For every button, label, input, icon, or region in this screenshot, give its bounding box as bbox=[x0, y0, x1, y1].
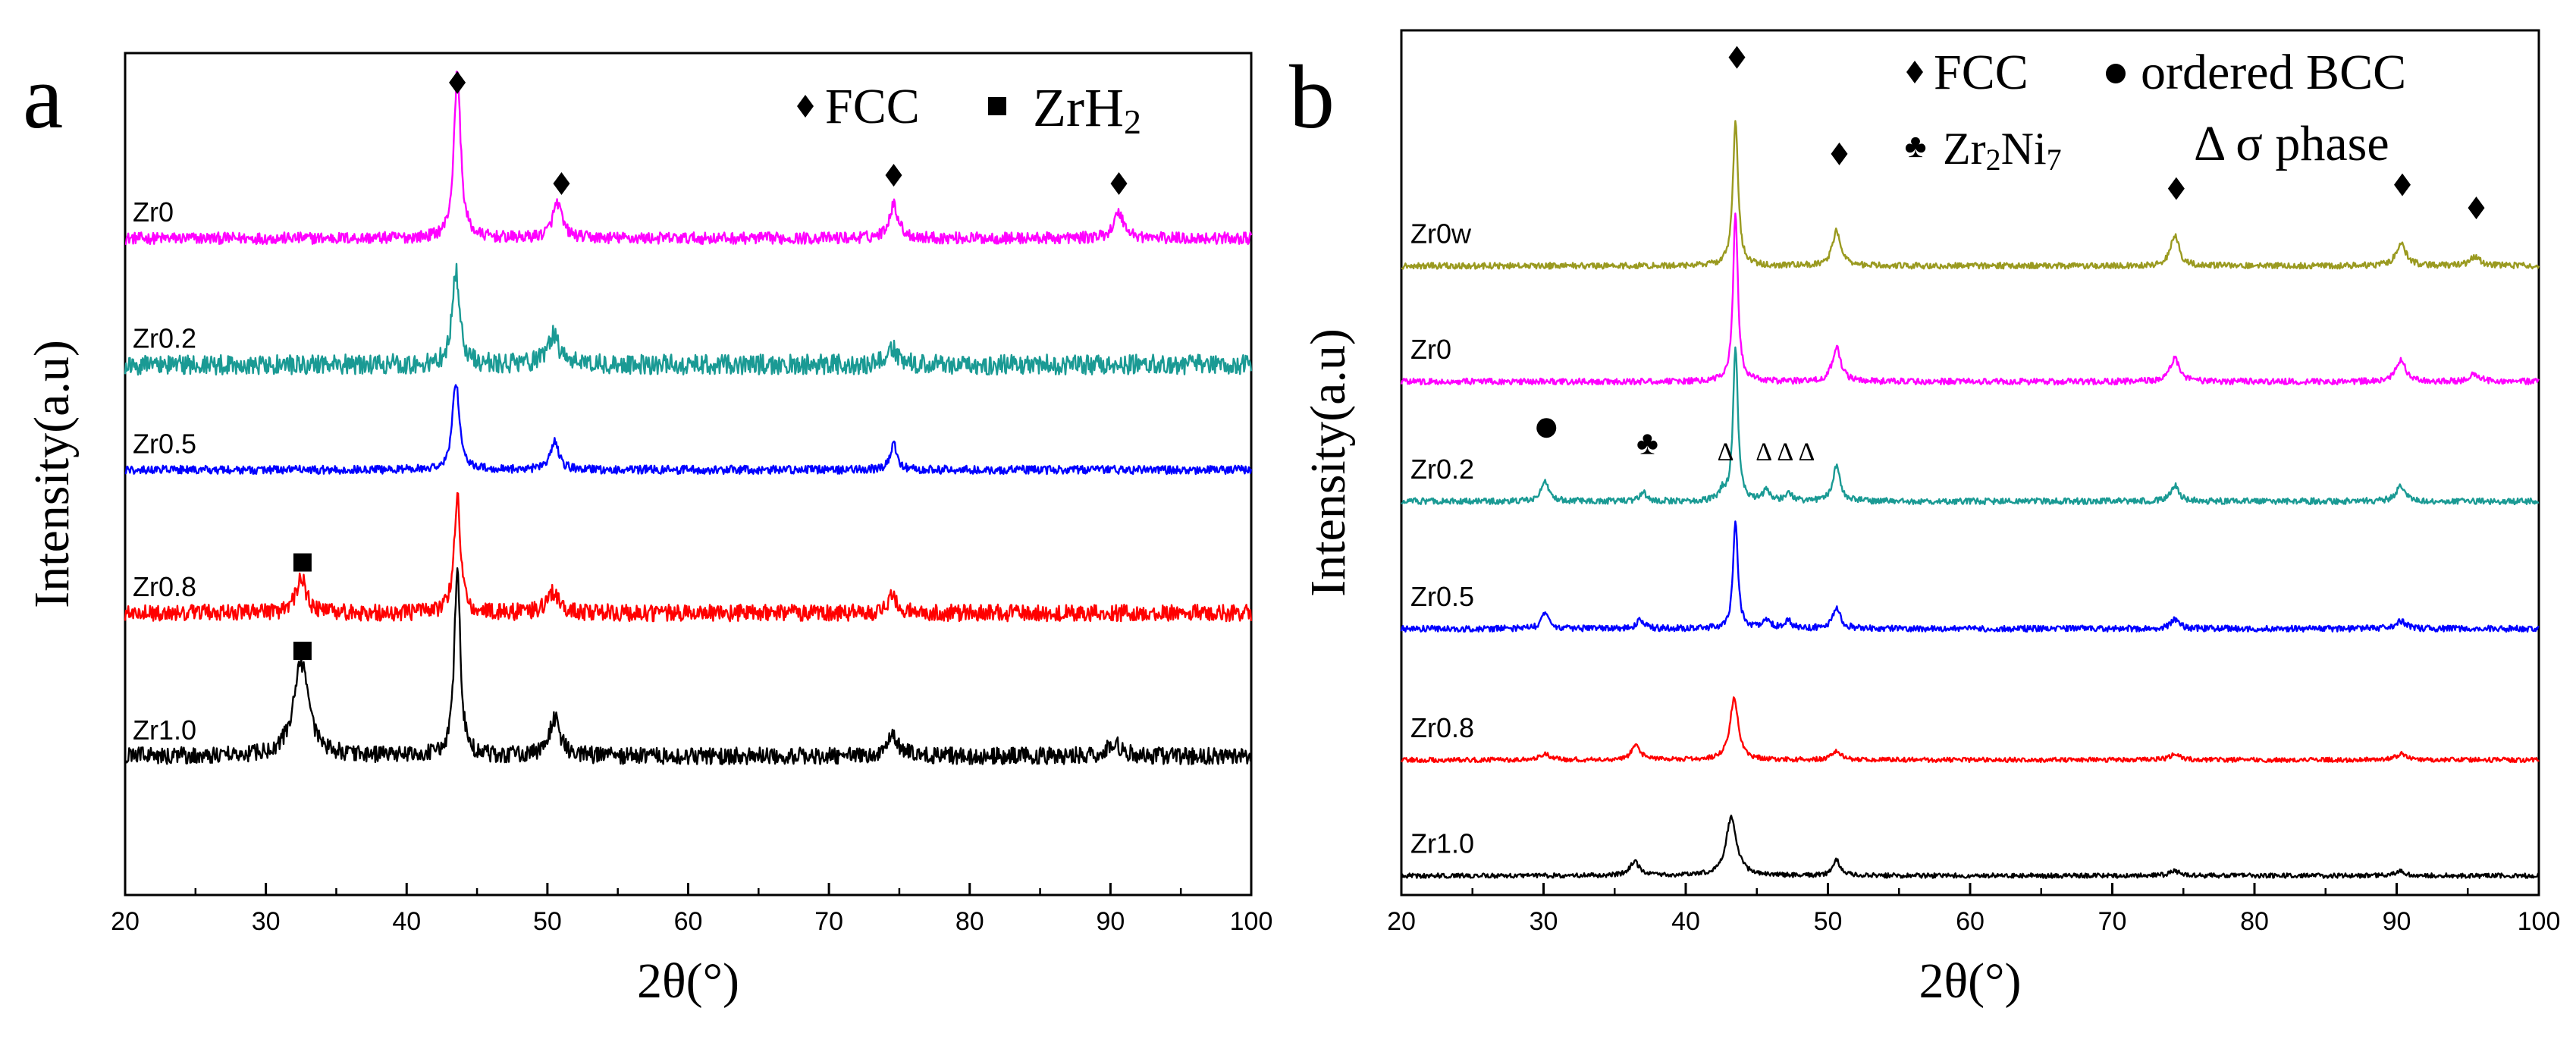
diamond-marker bbox=[885, 163, 902, 187]
x-tick-label: 100 bbox=[1230, 907, 1273, 936]
x-tick-label: 40 bbox=[392, 907, 421, 936]
series-label-Zr0: Zr0 bbox=[133, 196, 174, 228]
series-label-Zr0w: Zr0w bbox=[1410, 218, 1472, 249]
circle-marker bbox=[2106, 64, 2126, 83]
diamond-marker bbox=[1728, 46, 1746, 69]
square-marker bbox=[293, 642, 312, 661]
square-marker bbox=[988, 97, 1006, 115]
series-line-Zr1.0 bbox=[124, 567, 1253, 765]
diamond-marker bbox=[553, 172, 570, 196]
legend-label-ordered-bcc: ordered BCC bbox=[2141, 45, 2406, 100]
diamond-marker bbox=[1906, 61, 1923, 83]
club-marker: ♣ bbox=[1905, 127, 1927, 165]
series-line-Zr0 bbox=[124, 71, 1253, 245]
diamond-marker bbox=[1110, 172, 1128, 196]
triangle-marker: Δ bbox=[1756, 438, 1772, 466]
series-line-Zr0.2 bbox=[1401, 346, 2540, 506]
diamond-marker bbox=[2394, 173, 2411, 196]
series-label-Zr0.5: Zr0.5 bbox=[133, 428, 196, 459]
x-tick-label: 20 bbox=[1387, 907, 1416, 936]
series-label-Zr0.8: Zr0.8 bbox=[1410, 712, 1474, 743]
club-marker: ♣ bbox=[1636, 425, 1658, 462]
series-line-Zr0w bbox=[1401, 120, 2540, 270]
diamond-marker bbox=[1831, 142, 1848, 165]
x-tick-label: 40 bbox=[1671, 907, 1700, 936]
x-tick-label: 50 bbox=[533, 907, 562, 936]
series-label-Zr0.8: Zr0.8 bbox=[133, 571, 196, 602]
square-marker bbox=[293, 553, 312, 572]
legend-label-fcc: FCC bbox=[825, 79, 920, 134]
y-axis-label: Intensity(a.u) bbox=[24, 340, 80, 608]
triangle-marker: Δ bbox=[1777, 438, 1793, 466]
y-axis-label: Intensity(a.u) bbox=[1301, 328, 1356, 597]
x-axis-label: 2θ(°) bbox=[637, 953, 739, 1009]
x-tick-label: 80 bbox=[955, 907, 984, 936]
x-tick-label: 30 bbox=[252, 907, 281, 936]
x-tick-label: 90 bbox=[2383, 907, 2411, 936]
triangle-marker: Δ bbox=[1798, 438, 1815, 466]
legend-label-zr2ni7: Zr2Ni7 bbox=[1943, 124, 2062, 177]
legend-a: FCC ZrH2 bbox=[797, 77, 1141, 141]
series-label-Zr1.0: Zr1.0 bbox=[1410, 828, 1474, 859]
legend-b: FCC ordered BCC ♣ Zr2Ni7 Δ σ phase bbox=[1905, 45, 2407, 177]
x-tick-label: 60 bbox=[1956, 907, 1985, 936]
series-line-Zr0.5 bbox=[1400, 520, 2540, 633]
diamond-marker bbox=[2468, 196, 2485, 220]
diamond-marker bbox=[797, 95, 814, 118]
legend-label-sigma-phase: Δ σ phase bbox=[2194, 116, 2389, 171]
circle-marker bbox=[1536, 418, 1557, 438]
series-label-Zr1.0: Zr1.0 bbox=[133, 714, 196, 746]
diamond-marker bbox=[2167, 177, 2185, 200]
x-tick-label: 30 bbox=[1530, 907, 1558, 936]
legend-label-zrh2: ZrH2 bbox=[1033, 77, 1141, 141]
x-tick-label: 70 bbox=[814, 907, 843, 936]
x-tick-label: 50 bbox=[1814, 907, 1843, 936]
x-tick-label: 100 bbox=[2518, 907, 2561, 936]
x-tick-label: 60 bbox=[674, 907, 703, 936]
panel-a: 20 30 40 50 60 70 80 90 100 2θ(°) Intensity(a.u) a Z… bbox=[23, 46, 1272, 1009]
series-label-Zr0.2: Zr0.2 bbox=[133, 323, 196, 354]
series-line-Zr0.5 bbox=[124, 384, 1253, 476]
x-axis-label: 2θ(°) bbox=[1919, 953, 2022, 1009]
series-line-Zr0.8 bbox=[1401, 696, 2540, 764]
panel-label-b: b bbox=[1289, 46, 1335, 147]
x-tick-label: 20 bbox=[111, 907, 140, 936]
x-tick-label: 90 bbox=[1096, 907, 1125, 936]
diamond-marker bbox=[449, 71, 466, 94]
triangle-marker: Δ bbox=[1718, 438, 1734, 466]
series-line-Zr0.2 bbox=[124, 262, 1253, 376]
x-tick-label: 70 bbox=[2098, 907, 2127, 936]
series-label-Zr0.5: Zr0.5 bbox=[1410, 581, 1474, 612]
panel-b: 20 30 40 50 60 70 80 90 100 2θ(°) Intensity(a.u) b Z… bbox=[1289, 29, 2561, 1009]
series-label-Zr0: Zr0 bbox=[1410, 334, 1451, 365]
series-line-Zr1.0 bbox=[1400, 815, 2540, 879]
x-tick-label: 80 bbox=[2240, 907, 2269, 936]
legend-label-fcc: FCC bbox=[1934, 45, 2028, 100]
series-label-Zr0.2: Zr0.2 bbox=[1410, 454, 1474, 485]
plot-frame bbox=[124, 52, 1253, 897]
series-line-Zr0.8 bbox=[124, 491, 1253, 623]
panel-label-a: a bbox=[23, 46, 63, 147]
series-line-Zr0 bbox=[1400, 212, 2540, 386]
